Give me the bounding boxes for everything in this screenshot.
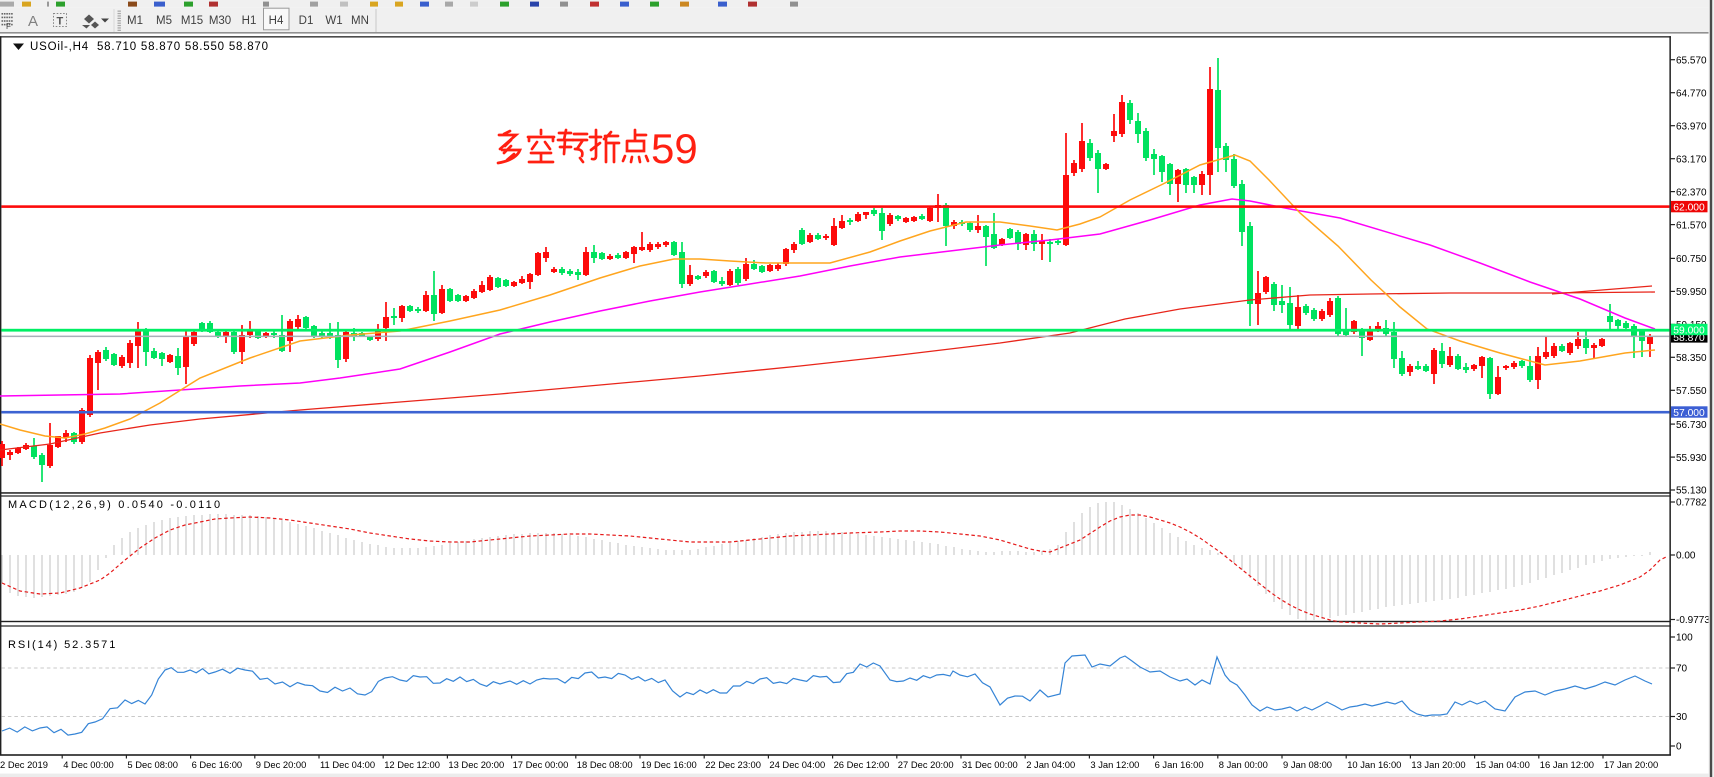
svg-text:-0.9773: -0.9773 [1676,615,1710,626]
svg-text:9 Jan 08:00: 9 Jan 08:00 [1283,759,1332,770]
svg-text:6 Dec 16:00: 6 Dec 16:00 [192,759,243,770]
svg-text:17 Dec 00:00: 17 Dec 00:00 [513,759,569,770]
svg-text:3 Jan 12:00: 3 Jan 12:00 [1090,759,1139,770]
svg-text:59.000: 59.000 [1673,325,1705,336]
svg-text:13 Dec 20:00: 13 Dec 20:00 [448,759,504,770]
svg-text:57.000: 57.000 [1673,408,1705,419]
svg-text:12 Dec 12:00: 12 Dec 12:00 [384,759,440,770]
svg-text:59.950: 59.950 [1676,287,1707,298]
svg-text:57.550: 57.550 [1676,386,1707,397]
svg-text:18 Dec 08:00: 18 Dec 08:00 [577,759,633,770]
svg-text:MACD(12,26,9) 0.0540 -0.0110: MACD(12,26,9) 0.0540 -0.0110 [8,499,222,511]
svg-text:H1: H1 [242,15,257,27]
svg-text:M5: M5 [156,15,172,27]
svg-text:62.000: 62.000 [1673,203,1705,214]
svg-text:17 Jan 20:00: 17 Jan 20:00 [1604,759,1658,770]
svg-text:63.970: 63.970 [1676,121,1707,132]
svg-text:19 Dec 16:00: 19 Dec 16:00 [641,759,697,770]
svg-text:27 Dec 20:00: 27 Dec 20:00 [898,759,954,770]
svg-text:58.870: 58.870 [1673,333,1705,344]
svg-text:61.570: 61.570 [1676,220,1707,231]
svg-text:100: 100 [1676,633,1693,644]
svg-text:60.750: 60.750 [1676,254,1707,265]
svg-text:MN: MN [351,15,369,27]
svg-text:0: 0 [1676,742,1682,753]
svg-text:16 Jan 12:00: 16 Jan 12:00 [1540,759,1594,770]
svg-text:55.130: 55.130 [1676,486,1707,497]
svg-text:11 Dec 04:00: 11 Dec 04:00 [320,759,375,770]
svg-text:30: 30 [1676,712,1688,723]
svg-text:63.170: 63.170 [1676,154,1707,165]
svg-text:8 Jan 00:00: 8 Jan 00:00 [1219,759,1268,770]
svg-text:M30: M30 [209,15,231,27]
svg-text:M15: M15 [181,15,203,27]
svg-text:65.570: 65.570 [1676,55,1707,66]
svg-text:10 Jan 16:00: 10 Jan 16:00 [1347,759,1401,770]
svg-text:RSI(14) 52.3571: RSI(14) 52.3571 [8,639,117,651]
svg-text:2 Dec 2019: 2 Dec 2019 [0,759,48,770]
svg-text:D1: D1 [299,15,314,27]
svg-text:55.930: 55.930 [1676,453,1707,464]
svg-text:H4: H4 [269,15,284,27]
svg-text:5 Dec 08:00: 5 Dec 08:00 [127,759,178,770]
svg-text:W1: W1 [325,15,342,27]
svg-text:31 Dec 00:00: 31 Dec 00:00 [962,759,1018,770]
svg-text:A: A [28,13,38,30]
svg-text:24 Dec 04:00: 24 Dec 04:00 [769,759,825,770]
svg-text:M1: M1 [127,15,143,27]
svg-text:0.00: 0.00 [1676,551,1696,562]
svg-text:0.7782: 0.7782 [1676,498,1707,509]
svg-text:F: F [6,22,11,31]
svg-text:15 Jan 04:00: 15 Jan 04:00 [1476,759,1530,770]
svg-text:70: 70 [1676,664,1688,675]
svg-text:4 Dec 00:00: 4 Dec 00:00 [63,759,114,770]
svg-text:6 Jan 16:00: 6 Jan 16:00 [1155,759,1204,770]
svg-text:T: T [57,16,64,28]
svg-text:USOil-,H4 58.710 58.870 58.55: USOil-,H4 58.710 58.870 58.550 58.870 [30,41,269,53]
svg-text:2 Jan 04:00: 2 Jan 04:00 [1026,759,1075,770]
svg-text:62.370: 62.370 [1676,187,1707,198]
svg-text:9 Dec 20:00: 9 Dec 20:00 [256,759,307,770]
svg-text:64.770: 64.770 [1676,88,1707,99]
svg-text:26 Dec 12:00: 26 Dec 12:00 [834,759,890,770]
svg-text:58.350: 58.350 [1676,353,1707,364]
svg-text:13 Jan 20:00: 13 Jan 20:00 [1411,759,1465,770]
svg-text:22 Dec 23:00: 22 Dec 23:00 [705,759,761,770]
svg-text:59: 59 [651,125,698,172]
svg-text:56.730: 56.730 [1676,420,1707,431]
